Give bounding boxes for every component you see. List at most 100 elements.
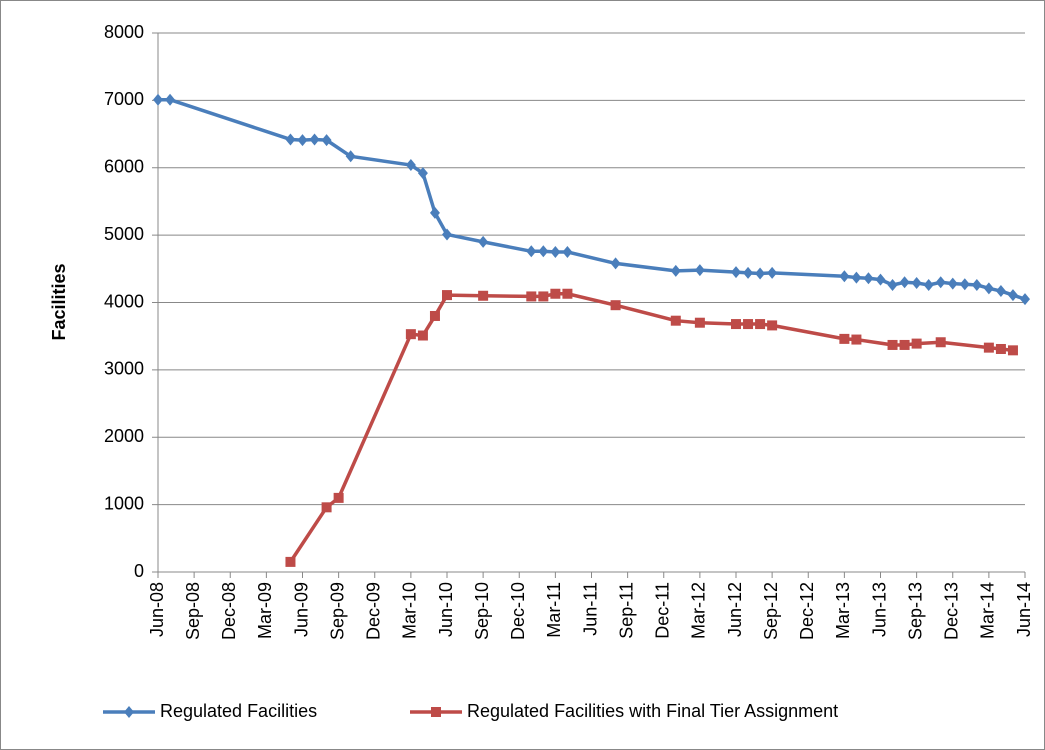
y-tick-label: 0 [134,561,144,581]
legend-marker [124,706,134,718]
y-tick-label: 8000 [104,22,144,42]
x-tick-label: Mar-12 [689,582,709,639]
point [694,317,705,328]
y-axis-label: Facilities [49,263,69,340]
point [345,150,356,163]
point [767,266,778,279]
point [321,502,332,513]
x-tick-label: Mar-13 [833,582,853,639]
x-tick-label: Dec-08 [219,582,239,640]
x-tick-label: Dec-12 [797,582,817,640]
x-tick-label: Jun-12 [725,582,745,637]
point [526,291,537,302]
point [911,276,922,289]
point [923,278,934,291]
y-tick-label: 3000 [104,359,144,379]
point [309,133,320,146]
x-tick-label: Jun-10 [436,582,456,637]
point [899,339,910,350]
x-tick-label: Mar-14 [978,582,998,639]
point [165,93,176,106]
point [526,245,537,258]
y-tick-label: 1000 [104,493,144,513]
point [1007,289,1018,302]
point [743,319,754,330]
point [442,290,452,301]
series-line [288,291,1014,563]
point [442,228,452,241]
point [153,93,163,106]
point [971,278,982,291]
point [911,338,922,349]
point [1007,345,1018,356]
point [935,276,946,289]
point [899,276,910,289]
x-tick-label: Sep-09 [327,582,347,640]
point [839,333,850,344]
point [1020,293,1030,306]
point [538,245,549,258]
legend-marker [431,707,441,717]
x-tick-label: Sep-10 [472,582,492,640]
y-tick-label: 4000 [104,291,144,311]
y-tick-label: 2000 [104,426,144,446]
point [285,133,296,146]
point [285,556,296,567]
x-tick-label: Jun-14 [1014,582,1034,637]
point [935,337,946,348]
point [405,159,416,172]
y-tick-label: 5000 [104,224,144,244]
point [755,267,766,280]
point [767,320,778,331]
point [731,319,741,330]
x-tick-label: Sep-11 [616,582,636,639]
point [755,319,766,330]
point [429,206,440,219]
point [610,300,621,311]
x-tick-label: Mar-09 [255,582,275,639]
point [947,277,958,290]
point [983,282,994,295]
y-tick-label: 7000 [104,89,144,109]
x-tick-label: Sep-08 [183,582,203,640]
point [863,272,874,285]
point [562,245,573,258]
point [983,342,994,353]
x-tick-label: Dec-11 [653,582,673,639]
x-tick-label: Dec-13 [942,582,962,640]
point [478,290,489,301]
point [694,264,705,277]
point [562,288,573,299]
point [405,329,416,340]
point [887,278,898,291]
point [550,245,561,258]
point [417,167,428,180]
point [333,492,344,503]
x-tick-label: Dec-10 [508,582,528,640]
point [478,235,489,248]
x-tick-label: Jun-09 [291,582,311,637]
point [995,285,1006,298]
point [851,334,862,345]
point [610,257,621,270]
x-tick-label: Mar-10 [400,582,420,639]
point [429,310,440,321]
point [670,264,681,277]
point [995,343,1006,354]
point [297,134,308,147]
point [417,330,428,341]
point [321,134,332,147]
x-tick-label: Jun-11 [580,582,600,636]
point [887,339,898,350]
x-tick-label: Jun-08 [147,582,167,637]
point [743,266,754,279]
point [670,315,681,326]
x-tick-label: Jun-13 [869,582,889,637]
point [538,291,549,302]
x-tick-label: Dec-09 [364,582,384,640]
legend-label: Regulated Facilities [160,701,317,721]
point [959,278,970,291]
point [839,270,850,283]
